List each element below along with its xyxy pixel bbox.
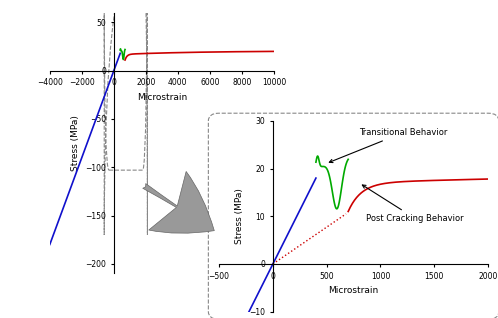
Y-axis label: Stress (MPa): Stress (MPa) [235,188,244,244]
Text: Transitional Behavior: Transitional Behavior [329,128,447,162]
Y-axis label: Stress (MPa): Stress (MPa) [71,115,80,171]
X-axis label: Microstrain: Microstrain [329,286,378,295]
Text: Post Cracking Behavior: Post Cracking Behavior [363,185,464,223]
X-axis label: Microstrain: Microstrain [137,93,187,102]
